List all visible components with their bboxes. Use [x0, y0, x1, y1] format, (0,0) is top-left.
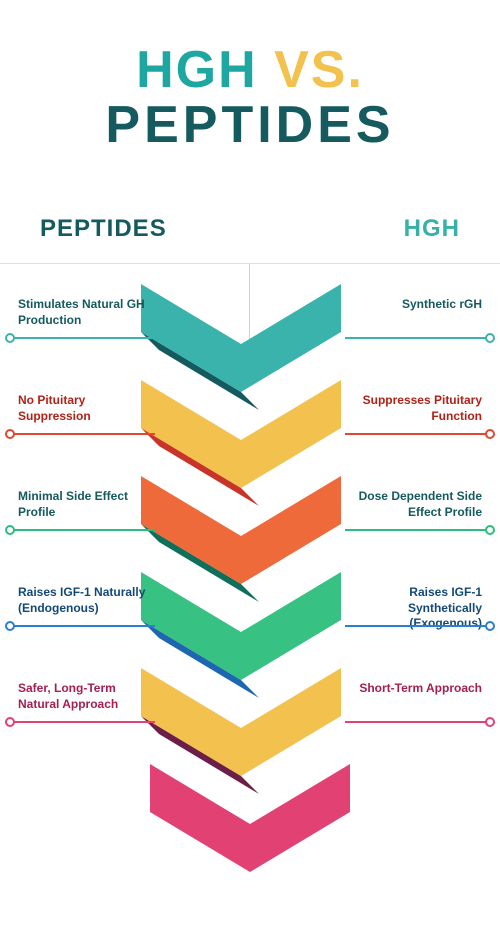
title-word-vs: VS.: [274, 41, 364, 99]
label-left-0: Stimulates Natural GH Production: [18, 297, 148, 328]
label-left-1: No Pituitary Suppression: [18, 393, 148, 424]
connector-dot-right-0: [485, 333, 495, 343]
chevron-row-4: [150, 668, 350, 768]
title-line-2: PEPTIDES: [0, 95, 500, 155]
connector-dot-right-1: [485, 429, 495, 439]
comparison-chart: Stimulates Natural GH Production Syntheti…: [0, 264, 500, 914]
label-right-1: Suppresses Pituitary Function: [352, 393, 482, 424]
connector-left-4: [10, 721, 155, 723]
connector-dot-left-0: [5, 333, 15, 343]
connector-dot-left-2: [5, 525, 15, 535]
label-right-0: Synthetic rGH: [352, 297, 482, 313]
connector-dot-right-4: [485, 717, 495, 727]
connector-dot-left-3: [5, 621, 15, 631]
connector-left-2: [10, 529, 155, 531]
connector-right-4: [345, 721, 490, 723]
title-word-hgh: HGH: [136, 41, 258, 99]
label-left-2: Minimal Side Effect Profile: [18, 489, 148, 520]
chevron-row-1: [150, 380, 350, 480]
chevron-row-3: [150, 572, 350, 672]
connector-dot-right-2: [485, 525, 495, 535]
chevron-row-0: [150, 284, 350, 384]
title-block: HGH VS. PEPTIDES: [0, 0, 500, 175]
title-word-peptides: PEPTIDES: [105, 96, 394, 154]
connector-left-0: [10, 337, 155, 339]
connector-left-1: [10, 433, 155, 435]
column-headers: PEPTIDES HGH: [0, 175, 500, 263]
header-peptides: PEPTIDES: [40, 215, 167, 243]
connector-left-3: [10, 625, 155, 627]
connector-dot-right-3: [485, 621, 495, 631]
label-left-3: Raises IGF-1 Naturally (Endogenous): [18, 585, 148, 616]
chevron-final: [150, 764, 350, 864]
label-right-4: Short-Term Approach: [352, 681, 482, 697]
label-right-2: Dose Dependent Side Effect Profile: [352, 489, 482, 520]
connector-right-3: [345, 625, 490, 627]
connector-right-2: [345, 529, 490, 531]
header-hgh: HGH: [404, 215, 460, 243]
chevron-row-2: [150, 476, 350, 576]
title-line-1: HGH VS.: [0, 40, 500, 100]
connector-right-1: [345, 433, 490, 435]
connector-dot-left-1: [5, 429, 15, 439]
connector-right-0: [345, 337, 490, 339]
connector-dot-left-4: [5, 717, 15, 727]
label-left-4: Safer, Long-Term Natural Approach: [18, 681, 148, 712]
